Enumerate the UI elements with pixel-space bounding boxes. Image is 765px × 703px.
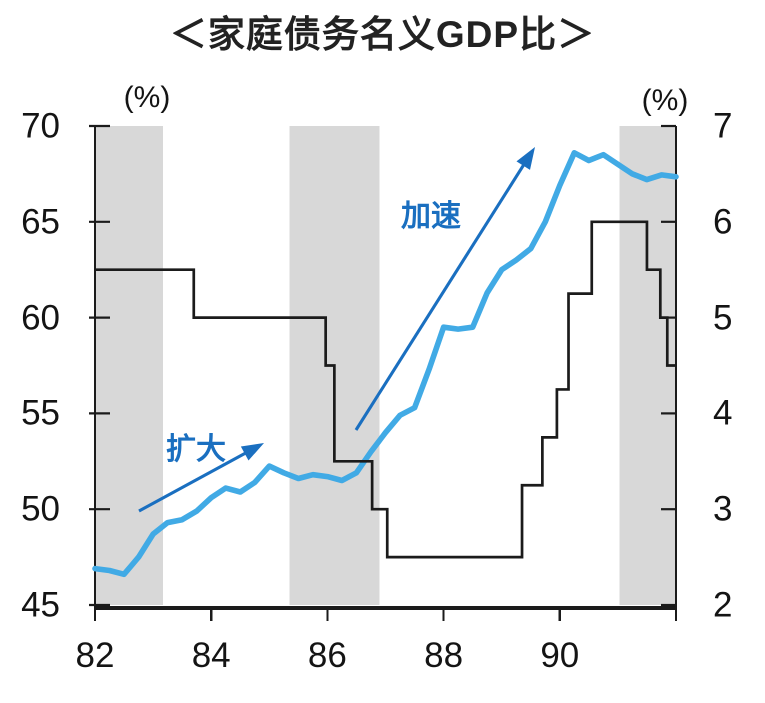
axes-group [89, 124, 678, 621]
left-axis-tick-label: 45 [21, 585, 60, 625]
right-axis-tick-label: 2 [713, 585, 733, 625]
left-axis-tick-label: 55 [21, 393, 60, 433]
right-axis-tick-label: 6 [713, 202, 733, 242]
right-axis-tick-label: 3 [713, 489, 733, 529]
right-axis-unit-label: (%) [641, 84, 689, 117]
recession-shading-group [95, 126, 676, 605]
left-axis-tick-label: 60 [21, 298, 60, 338]
chart-title: ＜家庭债务名义GDP比＞ [169, 14, 596, 55]
annotation-arrow-shaft [354, 161, 527, 431]
left-axis-tick-label: 70 [21, 106, 60, 146]
right-axis-tick-label: 7 [713, 106, 733, 146]
annotation-arrow-head [240, 443, 264, 461]
x-axis-tick-label: 84 [191, 636, 231, 675]
recession-band [95, 126, 163, 605]
annotation-arrow-shaft [138, 450, 249, 513]
x-axis-tick-label: 86 [307, 636, 347, 675]
annotation-label-accelerate: 加速 [401, 200, 461, 233]
right-axis-tick-label: 4 [713, 393, 733, 433]
left-axis-unit-label: (%) [123, 81, 171, 114]
series-group [92, 150, 679, 578]
black-step-line [95, 220, 676, 559]
left-axis-tick-label: 50 [21, 489, 60, 529]
left-axis-tick-label: 65 [21, 202, 60, 242]
right-axis-tick-label: 5 [713, 298, 733, 338]
x-axis-tick-label: 88 [424, 636, 464, 675]
blue-data-line [92, 150, 679, 578]
annotation-label-expand: 扩大 [166, 433, 226, 466]
x-axis-tick-label: 90 [540, 636, 580, 675]
annotation-arrow-head [516, 147, 535, 170]
x-axis-tick-label: 82 [75, 636, 115, 675]
annotation-arrows-group [138, 147, 535, 513]
